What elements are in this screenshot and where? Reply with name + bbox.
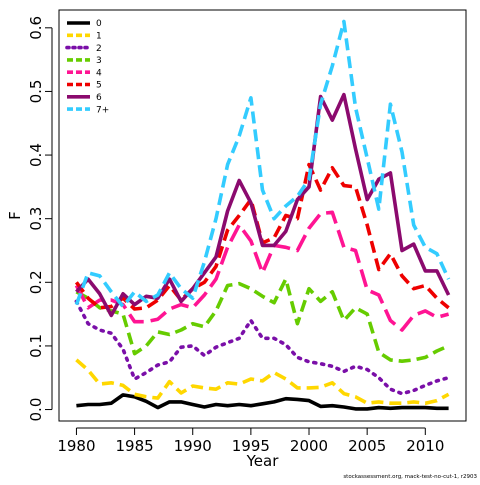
y-tick-label: 0.4 (27, 143, 45, 167)
series-line-1 (75, 358, 450, 406)
x-tick-label: 1980 (57, 437, 95, 455)
x-tick-label: 1995 (232, 437, 270, 455)
x-tick-label: 2010 (406, 437, 444, 455)
legend-label: 0 (96, 19, 102, 29)
y-tick-label: 0.6 (27, 16, 45, 40)
x-tick-label: 2000 (290, 437, 328, 455)
plot-frame (58, 9, 467, 422)
legend: 0 1 2 3 4 5 6 7+ (65, 19, 109, 115)
series-layer (74, 19, 451, 411)
y-tick-label: 0.1 (27, 334, 45, 358)
legend-label: 5 (96, 81, 102, 91)
legend-label: 2 (96, 44, 102, 54)
legend-label: 4 (96, 68, 102, 78)
y-axis: 0.0 0.1 0.2 0.3 0.4 0.5 0.6 (27, 16, 53, 422)
series-line-4 (74, 210, 450, 332)
y-tick-label: 0.5 (27, 80, 45, 104)
y-axis-title: F (6, 211, 24, 220)
series-line-6 (75, 92, 451, 318)
legend-label: 7+ (96, 105, 109, 115)
credit-text: stockassessment.org, mack-test-no-cut-1,… (343, 474, 477, 480)
x-tick-label: 1990 (174, 437, 212, 455)
x-tick-label: 1985 (115, 437, 153, 455)
y-tick-label: 0.3 (27, 207, 45, 231)
x-axis-title: Year (246, 452, 280, 470)
series-line-2 (74, 299, 451, 396)
y-tick-label: 0.2 (27, 270, 45, 294)
x-axis: 1980 1985 1990 1995 2000 2005 2010 (57, 427, 444, 455)
y-tick-label: 0.0 (27, 398, 45, 422)
x-tick-label: 2005 (348, 437, 386, 455)
legend-label: 3 (96, 56, 102, 66)
legend-label: 6 (96, 93, 102, 103)
legend-label: 1 (96, 32, 102, 42)
series-line-7plus (74, 19, 451, 309)
series-line-3 (75, 277, 450, 364)
series-line-0 (76, 393, 449, 411)
